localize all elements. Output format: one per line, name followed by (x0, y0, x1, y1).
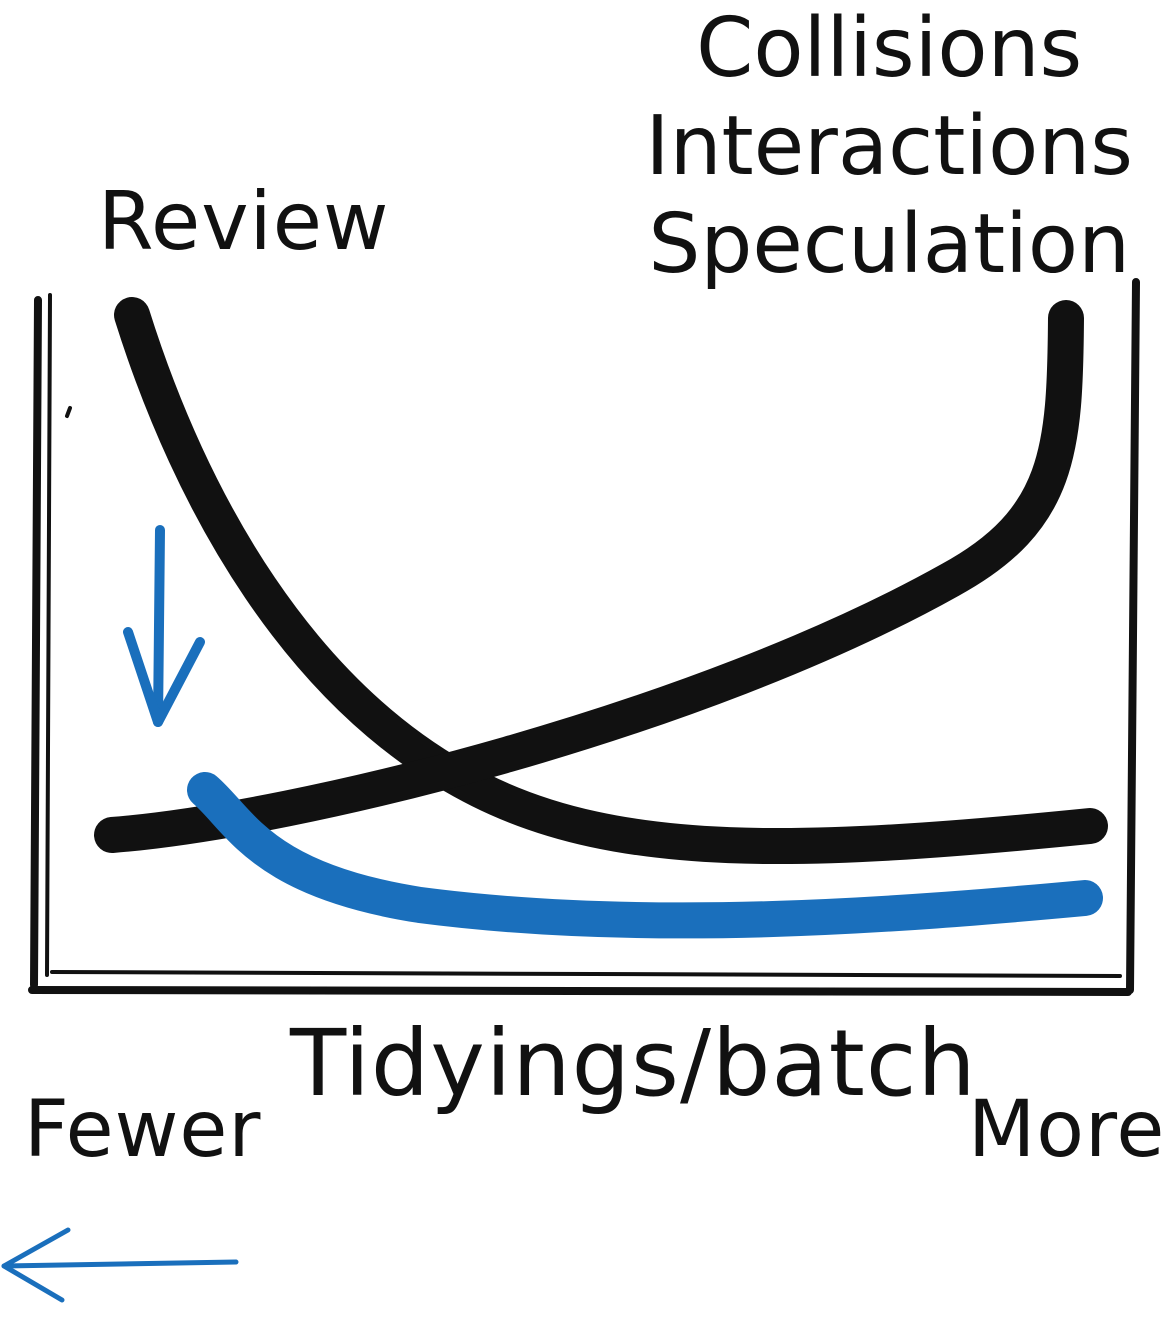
review-label: Review (98, 175, 390, 268)
review-curve (114, 297, 1108, 865)
axes-box (28, 278, 1140, 996)
collisions-curve (94, 300, 1084, 853)
x-axis (28, 986, 1132, 996)
arrow-down-icon (123, 525, 205, 727)
fewer-label: Fewer (24, 1085, 262, 1175)
arrow-left-icon (1, 1227, 239, 1303)
tick-mark (65, 406, 72, 418)
x-axis-inner (50, 970, 1122, 978)
y-axis-left-inner (45, 293, 52, 977)
more-label: More (968, 1085, 1163, 1175)
collisions-label: Collisions (696, 1, 1083, 96)
right-border (1126, 278, 1140, 994)
x-axis-label: Tidyings/batch (290, 1010, 977, 1117)
right-curve-labels: Collisions Interactions Speculation (645, 0, 1133, 294)
y-axis-left (30, 296, 42, 989)
speculation-label: Speculation (648, 197, 1131, 292)
interactions-label: Interactions (645, 99, 1133, 194)
reduced-review-curve (187, 772, 1103, 939)
